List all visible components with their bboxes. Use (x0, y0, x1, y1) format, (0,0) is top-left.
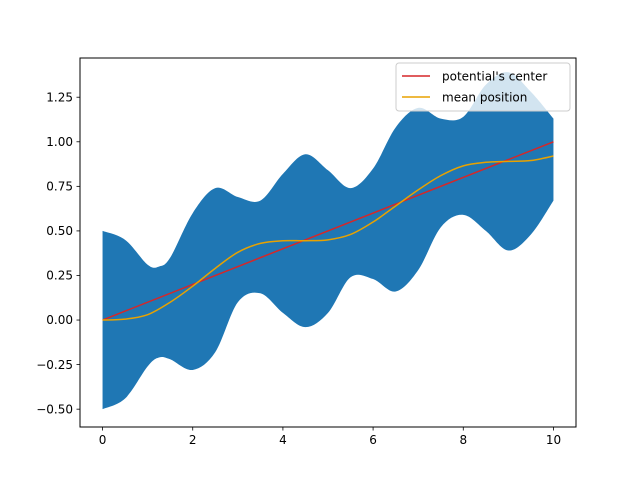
series-layer (102, 141, 554, 321)
y-tick-label: −0.25 (36, 358, 73, 372)
y-tick-label: 1.00 (46, 135, 73, 149)
x-tick-label: 4 (279, 433, 287, 447)
potential-center-line (102, 141, 554, 321)
y-tick-label: 0.00 (46, 313, 73, 327)
axes-frame (79, 57, 577, 428)
mean-position-line (102, 155, 554, 321)
y-axis-ticks: −0.50 −0.25 0.00 0.25 0.50 0.75 1.00 1.25 (36, 90, 80, 416)
y-tick-label: 1.25 (46, 90, 73, 104)
y-tick-label: 0.50 (46, 224, 73, 238)
spread-band (102, 72, 554, 410)
x-axis-ticks: 0 2 4 6 8 10 (99, 427, 561, 447)
x-tick-label: 6 (369, 433, 377, 447)
x-tick-label: 8 (459, 433, 467, 447)
y-tick-label: 0.75 (46, 180, 73, 194)
legend-label: potential's center (442, 69, 547, 83)
band-layer (102, 72, 554, 410)
y-tick-label: −0.50 (36, 402, 73, 416)
x-tick-label: 10 (546, 433, 561, 447)
legend: potential's center mean position (395, 62, 571, 112)
legend-box (395, 62, 571, 112)
legend-label: mean position (442, 90, 527, 104)
x-tick-label: 2 (189, 433, 197, 447)
y-tick-label: 0.25 (46, 269, 73, 283)
x-tick-label: 0 (99, 433, 107, 447)
